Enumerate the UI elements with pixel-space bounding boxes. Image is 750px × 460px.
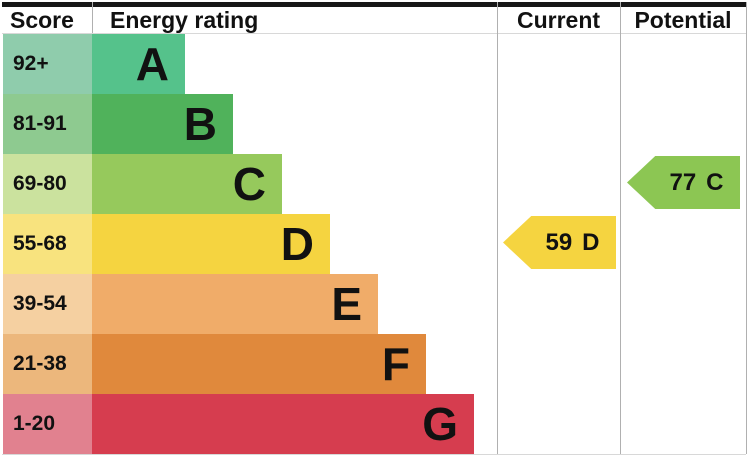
top-border [2,2,746,7]
band-b-bar: B [92,94,233,154]
band-f-bar: F [92,334,426,394]
band-c-score-cell: 69-80 [3,154,92,214]
band-g-score-cell: 1-20 [3,394,92,454]
band-c-score-range: 69-80 [13,172,67,195]
band-g-letter: G [422,398,458,450]
band-row-f: 21-38 F [0,334,750,394]
band-row-a: 92+ A [0,34,750,94]
divider-current [497,2,498,454]
band-e-score-cell: 39-54 [3,274,92,334]
bottom-border [2,454,746,455]
band-a-score-range: 92+ [13,52,49,75]
current-rating-band: D [582,228,600,256]
band-row-b: 81-91 B [0,94,750,154]
band-d-score-range: 55-68 [13,232,67,255]
band-a-letter: A [135,38,169,90]
band-b-score-range: 81-91 [13,112,67,135]
band-a-bar: A [92,34,185,94]
band-row-c: 69-80 C [0,154,750,214]
band-a-score-cell: 92+ [3,34,92,94]
band-b-letter: B [183,98,217,150]
band-e-bar: E [92,274,378,334]
header-underline [2,33,746,34]
band-row-e: 39-54 E [0,274,750,334]
band-d-bar: D [92,214,330,274]
band-e-letter: E [331,278,362,330]
band-f-letter: F [381,338,410,390]
band-g-bar: G [92,394,474,454]
potential-rating-band: C [706,168,724,196]
potential-rating-value: 77 [669,168,697,196]
header-energy-rating: Energy rating [110,7,259,33]
band-f-score-range: 21-38 [13,352,67,375]
divider-potential [620,2,621,454]
header-potential: Potential [634,7,732,33]
band-e-score-range: 39-54 [13,292,67,315]
band-c-bar: C [92,154,282,214]
header-current: Current [516,7,601,33]
divider-score [92,2,93,33]
divider-right-edge [746,2,747,454]
header-score: Score [10,7,74,33]
band-b-score-cell: 81-91 [3,94,92,154]
band-d-letter: D [280,218,314,270]
band-c-letter: C [232,158,266,210]
band-row-d: 55-68 D [0,214,750,274]
band-g-score-range: 1-20 [13,412,56,435]
current-rating-value: 59 [545,228,573,256]
band-d-score-cell: 55-68 [3,214,92,274]
band-f-score-cell: 21-38 [3,334,92,394]
band-row-g: 1-20 G [0,394,750,454]
